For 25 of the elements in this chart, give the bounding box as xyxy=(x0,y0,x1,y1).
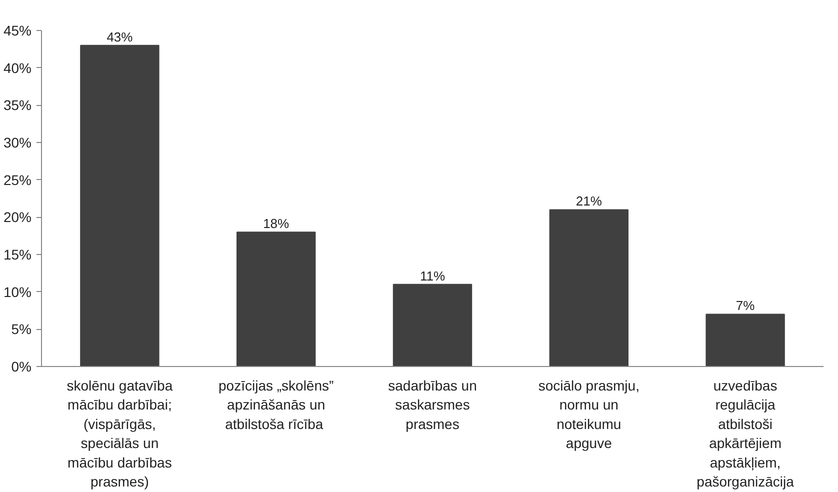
y-tick-label: 15% xyxy=(3,246,32,262)
bar xyxy=(706,314,785,366)
y-tick-label: 30% xyxy=(3,134,32,150)
x-tick-label: skolēnu gatavība mācību darbībai; (vispārīgās, speciālās un mācību darbības prasmes) xyxy=(66,378,173,490)
y-tick-label: 45% xyxy=(3,22,32,38)
y-tick-label: 35% xyxy=(3,97,32,114)
bar xyxy=(80,44,160,366)
x-tick-label: sociālo prasmju, normu un noteikumu apguve xyxy=(538,378,640,452)
bar xyxy=(392,284,472,366)
y-tick-label: 10% xyxy=(3,284,32,300)
bar xyxy=(236,232,316,366)
x-tick-label: sadarbības un saskarsmes prasmes xyxy=(388,378,477,432)
y-tick-label: 0% xyxy=(11,358,32,374)
data-label: 43% xyxy=(106,29,134,44)
x-tick-label: pozīcijas „skolēns” apzināšanās un atbilstoša rīcība xyxy=(218,378,334,432)
x-tick-label: uzvedības regulācija atbilstoši apkārtējiem apstākļiem, pašorganizācija xyxy=(696,378,794,490)
y-tick-label: 5% xyxy=(11,321,32,338)
data-label: 7% xyxy=(736,298,756,314)
y-tick-label: 25% xyxy=(3,172,32,188)
data-label: 21% xyxy=(576,194,602,209)
data-label: 18% xyxy=(263,216,290,232)
y-tick-label: 40% xyxy=(3,60,32,76)
y-tick-label: 20% xyxy=(3,209,32,226)
bar xyxy=(549,209,628,366)
data-label: 11% xyxy=(420,268,446,284)
